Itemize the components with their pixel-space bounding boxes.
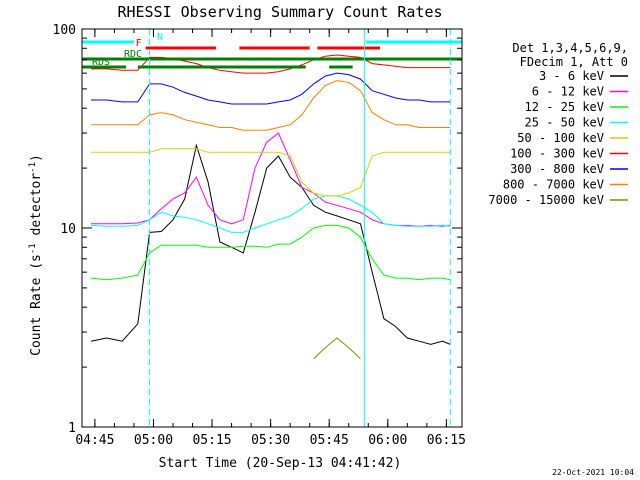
- x-tick-label-05-45: 05:45: [310, 433, 349, 448]
- legend: Det 1,3,4,5,6,9, FDecim 1, Att 0 3 - 6 k…: [488, 41, 628, 207]
- flag-rdc-label: RDC: [124, 49, 142, 60]
- y-tick-label-10: 10: [60, 222, 76, 237]
- legend-label-12-25-kev: 12 - 25 keV: [525, 100, 604, 114]
- series-3-6-kev: [90, 143, 451, 345]
- legend-label-50-100-kev: 50 - 100 keV: [517, 131, 604, 145]
- flag-n-label: N: [157, 32, 163, 43]
- x-tick-label-06-00: 06:00: [368, 433, 407, 448]
- series-layer: [90, 54, 451, 360]
- legend-label-3-6-kev: 3 - 6 keV: [539, 69, 604, 83]
- series-25-50-kev: [90, 195, 451, 233]
- x-tick-label-05-00: 05:00: [134, 433, 173, 448]
- y-axis-label-part2: detector: [29, 173, 44, 244]
- series-100-300-kev: [91, 54, 451, 74]
- legend-label-25-50-kev: 25 - 50 keV: [525, 116, 604, 130]
- series-800-7000-kev: [91, 80, 451, 131]
- x-tick-label-06-15: 06:15: [427, 433, 466, 448]
- legend-label-6-12-kev: 6 - 12 keV: [532, 85, 604, 99]
- legend-header-decimation: FDecim 1, Att 0: [520, 55, 628, 69]
- legend-header-detectors: Det 1,3,4,5,6,9,: [512, 41, 628, 55]
- series-12-25-kev: [90, 224, 451, 281]
- legend-label-800-7000-kev: 800 - 7000 keV: [503, 178, 604, 192]
- legend-label-300-800-kev: 300 - 800 keV: [510, 162, 604, 176]
- y-axis-label: Count Rate (s-1 detector-1): [28, 154, 44, 356]
- y-axis: 1 10 100: [53, 23, 462, 436]
- y-axis-label-sup1: -1: [28, 243, 38, 254]
- series-6-12-kev: [91, 132, 451, 227]
- x-axis: 04:45 05:00 05:15 05:30 05:45 06:00 06:15: [75, 29, 466, 448]
- x-tick-label-04-45: 04:45: [75, 433, 114, 448]
- series-7000-15000-kev: [313, 337, 361, 360]
- vline-layer: [149, 29, 451, 427]
- legend-label-7000-15000-kev: 7000 - 15000 keV: [488, 193, 604, 207]
- x-tick-label-05-15: 05:15: [192, 433, 231, 448]
- y-tick-label-100: 100: [53, 23, 76, 38]
- y-axis-label-sup2: -1: [28, 162, 38, 173]
- x-tick-label-05-30: 05:30: [251, 433, 290, 448]
- series-50-100-kev: [91, 148, 451, 197]
- y-axis-label-part3: ): [29, 154, 44, 162]
- legend-label-100-300-kev: 100 - 300 keV: [510, 147, 604, 161]
- flag-f-label: F: [136, 38, 142, 49]
- timestamp: 22-Oct-2021 10:04: [552, 468, 634, 477]
- x-axis-label: Start Time (20-Sep-13 04:41:42): [159, 456, 402, 471]
- chart-title: RHESSI Observing Summary Count Rates: [117, 3, 442, 21]
- y-axis-label-part1: Count Rate (s: [29, 254, 44, 356]
- y-tick-label-1: 1: [68, 421, 76, 436]
- plot-frame: [81, 28, 463, 428]
- flag-rds-label: RDS: [92, 57, 110, 68]
- series-300-800-kev: [91, 72, 451, 105]
